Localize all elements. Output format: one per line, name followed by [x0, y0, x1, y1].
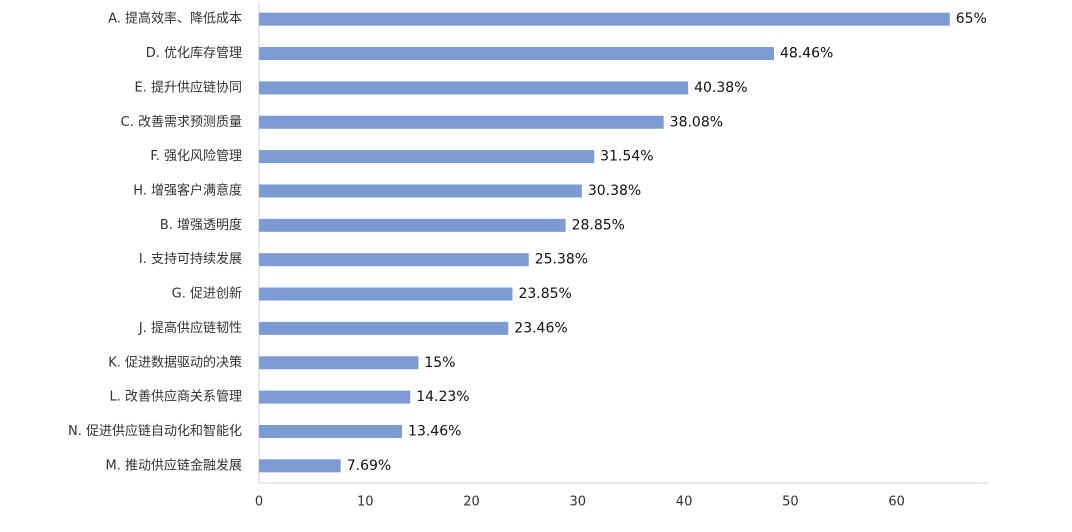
y-tick-label: D. 优化库存管理: [146, 45, 242, 61]
value-label: 38.08%: [670, 114, 723, 130]
x-tick-label: 10: [357, 495, 374, 510]
value-label: 14.23%: [416, 389, 469, 405]
value-label: 48.46%: [780, 46, 833, 62]
y-tick-label: G. 促进创新: [172, 286, 242, 302]
x-tick-label: 50: [782, 495, 799, 510]
value-label: 65%: [956, 11, 987, 27]
y-tick-label: I. 支持可持续发展: [139, 251, 242, 267]
y-tick-label: E. 提升供应链协同: [135, 79, 242, 95]
y-tick-label: K. 促进数据驱动的决策: [108, 354, 242, 370]
bar: [259, 356, 419, 370]
x-tick-label: 30: [570, 495, 587, 510]
bar: [259, 150, 595, 164]
x-tick-label: 0: [255, 495, 263, 510]
bar: [259, 253, 529, 267]
value-label: 30.38%: [588, 183, 641, 199]
y-tick-label: H. 增强客户满意度: [133, 182, 242, 198]
value-label: 13.46%: [408, 423, 461, 439]
bar: [259, 184, 582, 198]
bar: [259, 287, 513, 301]
value-label: 25.38%: [535, 252, 588, 268]
y-tick-label: L. 改善供应商关系管理: [109, 389, 242, 405]
bar: [259, 12, 950, 26]
bar: [259, 218, 566, 232]
bar: [259, 47, 774, 61]
bar: [259, 81, 689, 95]
value-label: 31.54%: [600, 149, 653, 165]
bar: [259, 424, 403, 438]
value-label: 23.46%: [514, 320, 567, 336]
x-tick-label: 20: [463, 495, 480, 510]
bar: [259, 390, 411, 404]
y-tick-label: J. 提高供应链韧性: [138, 320, 242, 336]
y-tick-label: C. 改善需求预测质量: [121, 114, 242, 130]
bar: [259, 459, 341, 473]
y-tick-label: N. 促进供应链自动化和智能化: [68, 423, 242, 439]
value-label: 28.85%: [572, 217, 625, 233]
y-tick-label: F. 强化风险管理: [150, 149, 242, 164]
value-label: 23.85%: [518, 286, 571, 302]
bar: [259, 321, 509, 335]
y-tick-label: B. 增强透明度: [160, 217, 242, 233]
x-tick-label: 40: [676, 495, 693, 510]
value-label: 15%: [424, 355, 455, 371]
y-tick-label: A. 提高效率、降低成本: [108, 11, 242, 27]
y-tick-label: M. 推动供应链金融发展: [106, 457, 242, 473]
bar: [259, 115, 664, 129]
x-tick-label: 60: [888, 495, 905, 510]
value-label: 7.69%: [347, 458, 391, 474]
value-label: 40.38%: [694, 80, 747, 96]
